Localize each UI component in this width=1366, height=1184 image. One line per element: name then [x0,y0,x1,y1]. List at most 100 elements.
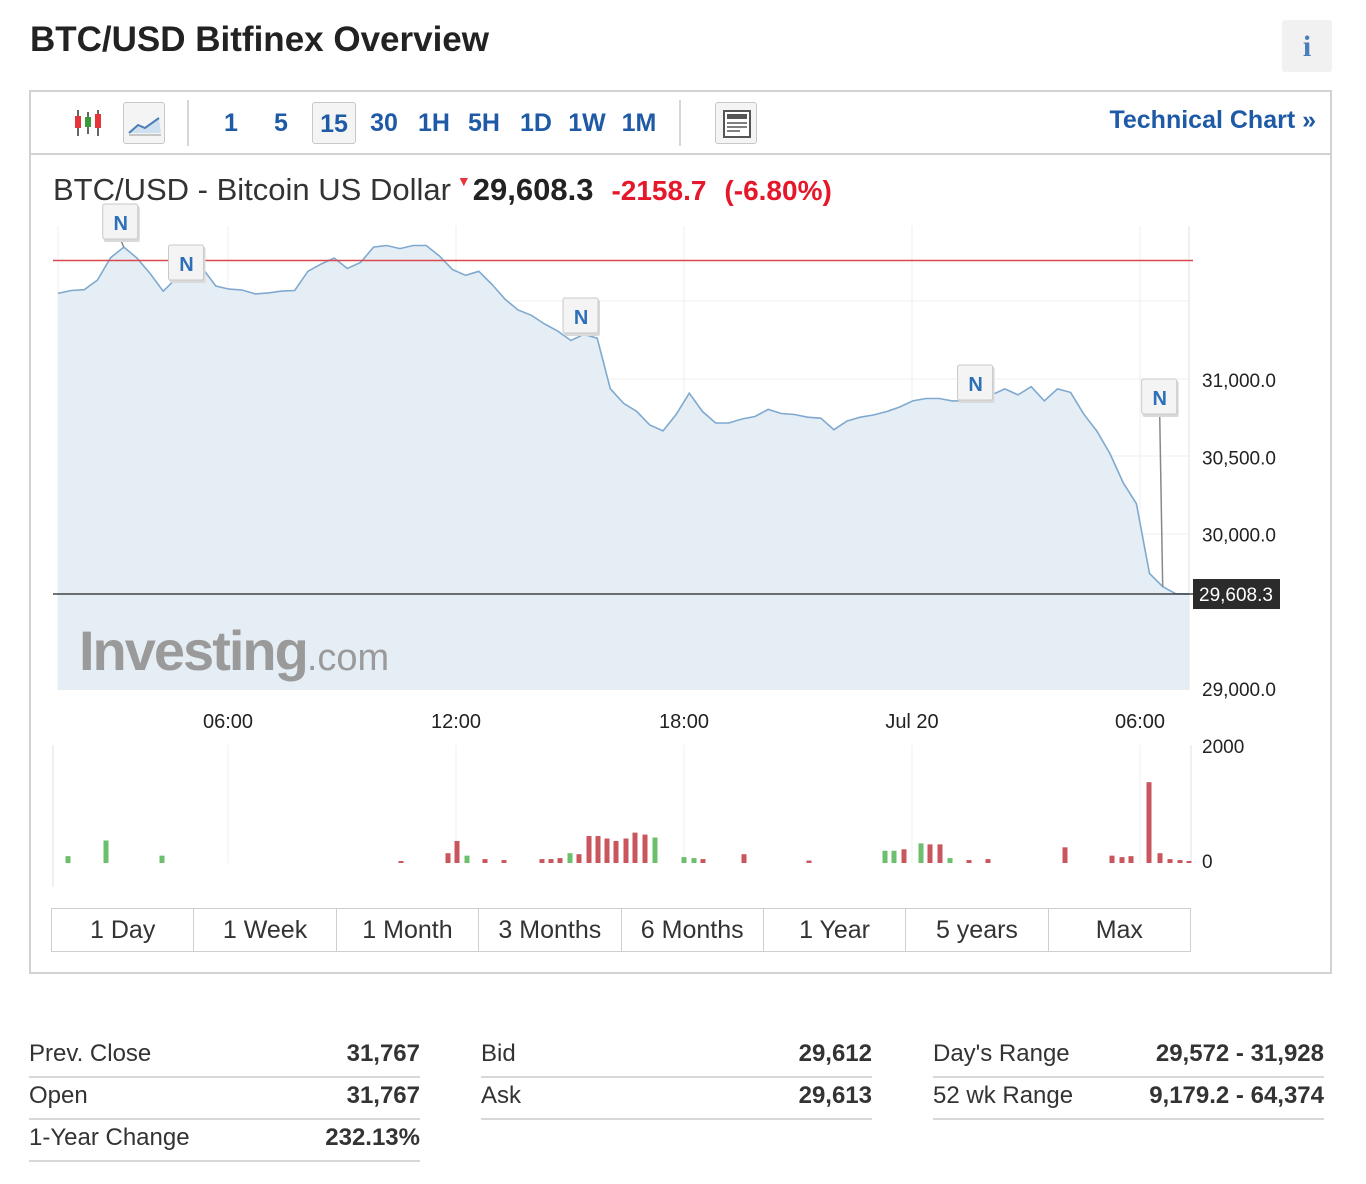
range-6-months[interactable]: 6 Months [621,909,764,951]
price-line [57,244,1190,595]
time-axis-tick-label: 06:00 [1115,711,1165,733]
price-axis-tick-label: 29,000.0 [1202,680,1276,701]
volume-bar [613,840,619,863]
technical-chart-link[interactable]: Technical Chart » [1109,106,1316,134]
stat-52wk-range: 52 wk Range 9,179.2 - 64,374 [933,1078,1324,1120]
volume-bar [1109,855,1115,863]
volume-bar [891,850,897,863]
stat-value: 9,179.2 - 64,374 [1149,1082,1324,1109]
volume-bar [548,859,554,863]
stat-value: 232.13% [325,1124,420,1151]
stat-value: 29,613 [798,1082,872,1109]
timeframe-1w[interactable]: 1W [568,109,606,137]
volume-bar [901,849,907,863]
timeframe-1d[interactable]: 1D [520,109,552,137]
timeframe-1[interactable]: 1 [224,109,238,137]
volume-bar [681,857,687,863]
range-1-month[interactable]: 1 Month [336,909,480,951]
price-down-arrow-icon: ▼ [456,173,471,189]
instrument-name: BTC/USD - Bitcoin US Dollar [53,172,451,207]
volume-bar [691,858,697,863]
range-3-months[interactable]: 3 Months [479,909,622,951]
volume-bar [700,859,706,863]
news-marker-label: N [968,374,982,396]
range-5-years[interactable]: 5 years [906,909,1049,951]
volume-bar [947,858,953,863]
toolbar-divider [187,100,189,146]
news-layout-icon[interactable] [715,102,757,144]
news-marker-icon [102,203,139,240]
volume-bar [1128,856,1134,863]
volume-axis-tick-label: 2000 [1202,737,1244,758]
price-axis-tick-label: 30,000.0 [1202,526,1276,547]
price-area [58,245,1189,690]
toolbar-divider [679,100,681,146]
info-button[interactable]: i [1282,20,1332,72]
volume-bar [1062,847,1068,863]
candlestick-chart-icon[interactable] [67,102,109,144]
stat-label: Bid [481,1040,516,1067]
news-marker-label: N [179,254,193,276]
volume-bar [741,854,747,863]
volume-bar [806,860,812,863]
stat-label: Ask [481,1082,522,1109]
stat-ask: Ask 29,613 [481,1078,872,1120]
price-chart[interactable]: Investing.com 31,000.0 30,500.0 30,000.0 29,… [31,92,1330,902]
volume-bar [1119,857,1125,863]
stat-value: 29,612 [798,1040,872,1067]
timeframe-15[interactable]: 15 [312,102,356,144]
range-1-year[interactable]: 1 Year [763,909,907,951]
volume-bar [398,861,404,863]
volume-bar [632,832,638,863]
range-1-week[interactable]: 1 Week [194,909,337,951]
last-price-tag [1193,579,1280,610]
volume-bar [454,840,460,863]
volume-bar [464,855,470,863]
volume-bar [65,856,71,863]
volume-bar [557,858,563,863]
volume-bar [501,860,507,863]
news-marker-icon [168,244,205,281]
news-marker-icon [1141,378,1178,415]
timeframe-5h[interactable]: 5H [468,109,500,137]
stat-bid: Bid 29,612 [481,1036,872,1078]
volume-bar [586,836,592,863]
volume-bar [1146,782,1152,863]
volume-bar [966,860,972,863]
volume-bar [1177,860,1183,863]
price-change: -2158.7 [611,175,707,206]
volume-bar [918,843,924,863]
timeframe-1h[interactable]: 1H [418,109,450,137]
time-axis-tick-label: 18:00 [659,711,709,733]
range-max[interactable]: Max [1048,909,1190,951]
volume-bar [103,840,109,863]
volume-bar [159,855,165,863]
news-marker-pin [1158,414,1164,587]
news-marker-label: N [574,307,588,329]
volume-bar [1167,859,1173,863]
volume-bar [539,859,545,863]
stat-value: 31,767 [346,1040,420,1067]
stat-value: 31,767 [346,1082,420,1109]
timeframe-30[interactable]: 30 [370,109,398,137]
time-axis-tick-label: Jul 20 [885,711,938,733]
volume-bar [567,853,573,863]
area-chart-icon[interactable] [123,102,165,144]
volume-bar [985,859,991,863]
timeframe-5[interactable]: 5 [274,109,288,137]
volume-bar [882,850,888,863]
volume-bar [604,838,610,863]
time-axis-tick-label: 12:00 [431,711,481,733]
quote-header: BTC/USD - Bitcoin US Dollar ▼29,608.3 -215… [53,172,850,208]
timeframe-1m[interactable]: 1M [621,109,657,137]
stat-label: Prev. Close [29,1040,152,1067]
volume-bar [576,854,582,863]
stat-label: Open [29,1082,88,1109]
news-marker-label: N [114,213,128,235]
price-axis-tick-label: 30,500.0 [1202,448,1276,469]
news-marker-label: N [1152,388,1166,410]
stat-days-range: Day's Range 29,572 - 31,928 [933,1036,1324,1078]
range-1-day[interactable]: 1 Day [52,909,195,951]
volume-bar [652,837,658,863]
price-axis-tick-label: 31,000.0 [1202,371,1276,392]
